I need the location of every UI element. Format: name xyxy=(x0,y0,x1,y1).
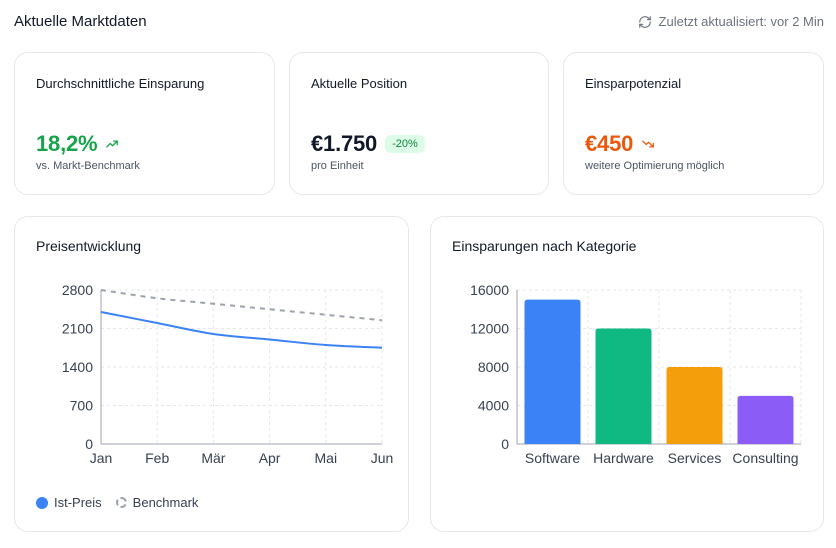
dashboard-header: Aktuelle Marktdaten Zuletzt aktualisiert… xyxy=(14,12,824,32)
status-badge: -20% xyxy=(385,135,425,153)
stat-card-current-position: Aktuelle Position €1.750 -20% pro Einhei… xyxy=(289,52,549,195)
y-tick-label: 2100 xyxy=(62,321,93,337)
series-line-benchmark[interactable] xyxy=(100,289,383,322)
legend-swatch xyxy=(115,497,127,508)
stat-subtext: weitere Optimierung möglich xyxy=(585,160,725,172)
refresh-icon[interactable] xyxy=(638,15,652,29)
bar-services[interactable] xyxy=(666,367,723,444)
last-updated-text: Zuletzt aktualisiert: vor 2 Min xyxy=(658,14,824,29)
stat-subtext: pro Einheit xyxy=(311,160,364,172)
stat-value: €450 xyxy=(585,131,634,156)
stat-card-average-savings: Durchschnittliche Einsparung 18,2% vs. M… xyxy=(14,52,275,195)
y-tick-label: 8000 xyxy=(478,359,509,375)
stat-subtext: vs. Markt-Benchmark xyxy=(36,160,140,172)
y-tick-label: 2800 xyxy=(62,282,93,298)
legend-item-ist-preis[interactable]: Ist-Preis xyxy=(36,495,102,510)
bar-software[interactable] xyxy=(524,299,581,444)
x-tick-label: Software xyxy=(525,450,580,466)
stat-value: 18,2% xyxy=(36,131,98,156)
chart-title: Preisentwicklung xyxy=(36,238,142,254)
y-tick-label: 0 xyxy=(501,436,509,452)
bar-consulting[interactable] xyxy=(737,395,794,444)
y-tick-label: 0 xyxy=(85,436,93,452)
stat-card-savings-potential: Einsparpotenzial €450 weitere Optimierun… xyxy=(563,52,824,195)
legend-item-benchmark[interactable]: Benchmark xyxy=(115,495,199,510)
price-trend-chart: 0 700 1400 2100 2800 Jan Feb Mär Apr Mai Jun xyxy=(62,282,394,466)
x-tick-label: Feb xyxy=(145,450,169,466)
y-tick-label: 16000 xyxy=(470,282,509,298)
trending-down-icon xyxy=(641,137,655,151)
bar-hardware[interactable] xyxy=(595,328,652,445)
y-tick-label: 700 xyxy=(70,398,94,414)
stat-label: Einsparpotenzial xyxy=(585,76,682,91)
legend-label: Ist-Preis xyxy=(54,495,102,510)
y-tick-label: 4000 xyxy=(478,398,509,414)
page-title: Aktuelle Marktdaten xyxy=(14,13,147,30)
stat-label: Aktuelle Position xyxy=(311,76,408,91)
x-tick-label: Consulting xyxy=(732,450,798,466)
y-tick-label: 1400 xyxy=(62,359,93,375)
x-tick-label: Services xyxy=(668,450,722,466)
trending-up-icon xyxy=(105,137,119,151)
legend-swatch xyxy=(36,496,48,509)
stat-label: Durchschnittliche Einsparung xyxy=(36,76,205,91)
x-tick-label: Jun xyxy=(371,450,394,466)
x-tick-label: Mär xyxy=(201,450,225,466)
last-updated[interactable]: Zuletzt aktualisiert: vor 2 Min xyxy=(638,14,824,29)
price-trend-card: Preisentwicklung 0 700 1400 2100 2800 Jan Feb M… xyxy=(14,216,409,532)
savings-by-category-card: Einsparungen nach Kategorie 0 4000 8000 120… xyxy=(430,216,824,532)
stat-value: €1.750 xyxy=(311,131,378,156)
x-tick-label: Hardware xyxy=(593,450,654,466)
chart-legend: Ist-Preis Benchmark xyxy=(36,495,198,510)
y-tick-label: 12000 xyxy=(470,321,509,337)
legend-label: Benchmark xyxy=(132,495,199,510)
x-tick-label: Jan xyxy=(90,450,113,466)
series-line-ist-preis[interactable] xyxy=(100,311,383,349)
x-tick-label: Apr xyxy=(259,450,281,466)
savings-by-category-chart: 0 4000 8000 12000 16000 Software Hardware Servi… xyxy=(470,282,802,466)
x-tick-label: Mai xyxy=(315,450,338,466)
chart-title: Einsparungen nach Kategorie xyxy=(452,238,637,254)
